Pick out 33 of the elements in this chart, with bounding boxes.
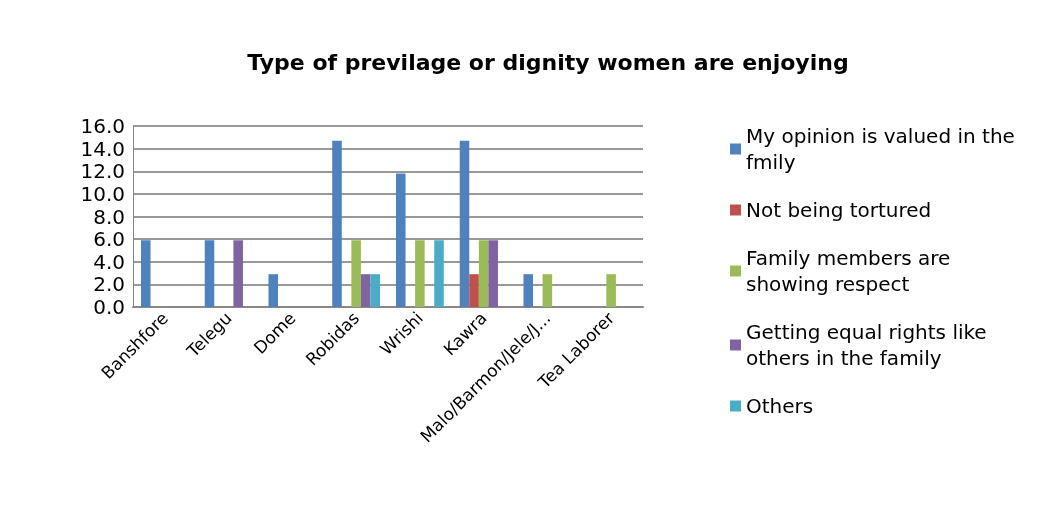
bar — [523, 274, 534, 307]
legend-label: My opinion is valued in the fmily — [746, 124, 1022, 174]
legend-label: Not being tortured — [746, 198, 932, 222]
y-tick-label: 8.0 — [93, 204, 125, 229]
bar — [370, 274, 381, 307]
bar — [434, 240, 444, 307]
y-tick-label: 12.0 — [80, 159, 125, 184]
bar — [542, 274, 553, 307]
legend-label: Getting equal rights like others in the family — [746, 320, 994, 370]
bar — [140, 240, 151, 307]
y-tick-label: 10.0 — [80, 181, 125, 206]
bar — [459, 140, 470, 307]
legend-label: Family members are showing respect — [746, 246, 957, 296]
legend-label: Others — [746, 394, 814, 418]
bar — [395, 173, 406, 307]
bar — [469, 274, 479, 307]
bar — [233, 240, 243, 307]
chart-title: Type of previlage or dignity women are enjoying — [247, 49, 849, 75]
bar — [478, 240, 489, 307]
bar — [332, 140, 342, 307]
y-tick-label: 16.0 — [80, 114, 125, 138]
bar — [415, 240, 425, 307]
bar — [360, 274, 371, 307]
y-tick-label: 6.0 — [93, 227, 125, 252]
y-tick-label: 14.0 — [80, 136, 125, 161]
y-tick-label: 0.0 — [93, 295, 125, 319]
y-tick-label: 4.0 — [93, 249, 125, 274]
bar — [351, 240, 361, 307]
bar — [268, 274, 279, 307]
bar — [204, 240, 215, 307]
y-tick-label: 2.0 — [93, 272, 125, 297]
bar — [488, 240, 498, 307]
bar — [606, 274, 616, 307]
